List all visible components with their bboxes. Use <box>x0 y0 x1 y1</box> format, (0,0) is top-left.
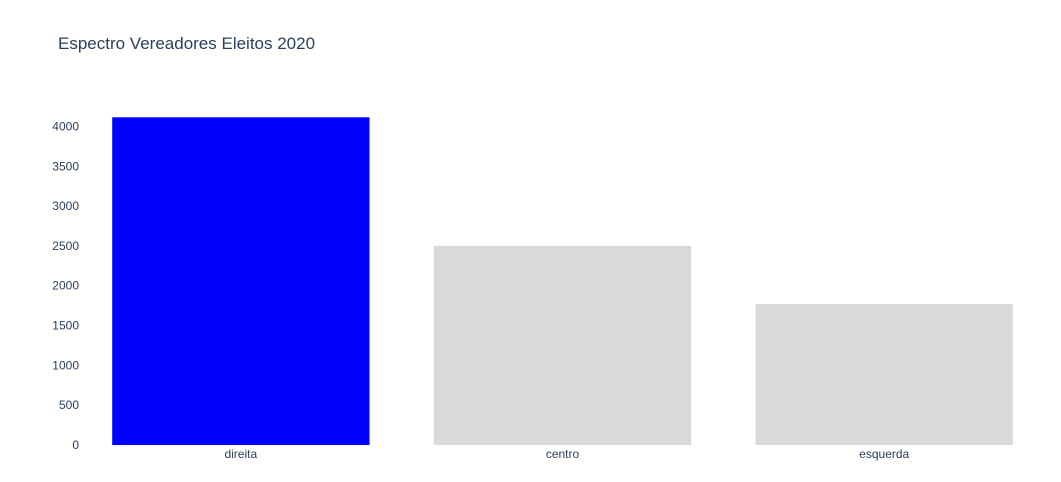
x-tick-label: centro <box>546 447 580 461</box>
bar-esquerda <box>755 304 1013 445</box>
bar-centro <box>433 245 692 445</box>
y-tick-label: 2000 <box>52 279 79 293</box>
y-tick-label: 1000 <box>52 358 79 372</box>
y-tick-label: 4000 <box>52 119 79 133</box>
chart-title: Espectro Vereadores Eleitos 2020 <box>58 34 316 53</box>
y-tick-label: 500 <box>59 398 79 412</box>
y-tick-label: 3500 <box>52 159 79 173</box>
y-tick-label: 2500 <box>52 239 79 253</box>
y-tick-label: 0 <box>72 438 79 452</box>
y-tick-label: 1500 <box>52 319 79 333</box>
bar-direita <box>112 117 370 446</box>
x-tick-label: esquerda <box>859 447 909 461</box>
x-tick-label: direita <box>224 447 257 461</box>
y-tick-label: 3000 <box>52 199 79 213</box>
